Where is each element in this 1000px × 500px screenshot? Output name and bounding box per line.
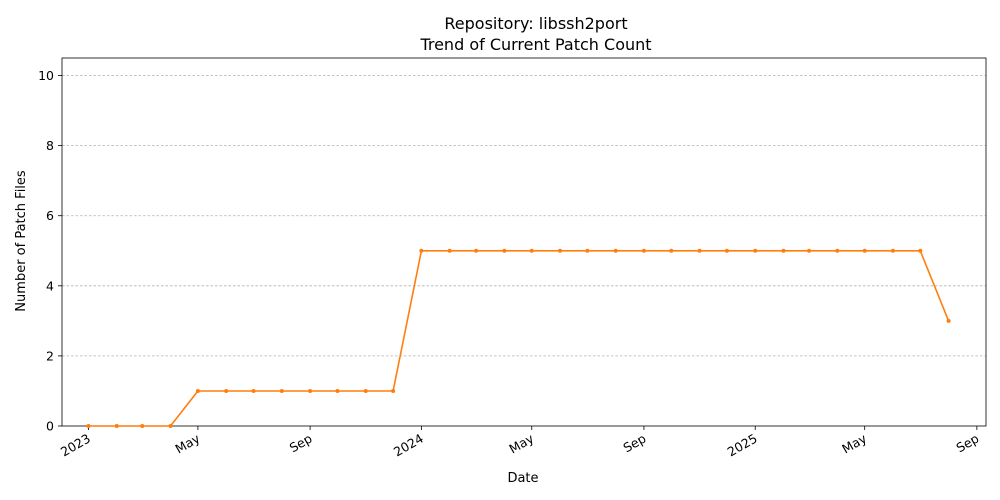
x-tick-label: Sep <box>953 431 981 456</box>
data-point <box>114 424 119 428</box>
x-tick-label: May <box>506 430 536 456</box>
x-tick-label: May <box>173 430 203 456</box>
data-point <box>474 248 479 253</box>
data-point <box>697 248 702 253</box>
data-point <box>195 388 200 393</box>
x-tick-label: Sep <box>287 431 315 456</box>
data-point <box>447 248 452 253</box>
y-tick-label: 10 <box>38 68 54 83</box>
data-point <box>335 388 340 393</box>
data-point <box>363 388 368 393</box>
x-tick-label: 2025 <box>725 431 760 460</box>
data-point <box>279 388 284 393</box>
series-line <box>88 250 950 427</box>
data-point <box>558 248 563 253</box>
data-point <box>946 318 951 323</box>
x-tick-label: 2024 <box>391 431 426 460</box>
data-point <box>641 248 646 253</box>
data-point <box>585 248 590 253</box>
y-axis-label: Number of Patch Files <box>14 170 29 312</box>
series-layer <box>86 248 951 428</box>
data-point <box>669 248 674 253</box>
data-point <box>502 248 507 253</box>
chart-title: Repository: libssh2port <box>444 14 627 33</box>
y-tick-label: 0 <box>46 419 54 434</box>
data-point <box>890 248 895 253</box>
chart-subtitle: Trend of Current Patch Count <box>419 35 651 54</box>
x-tick-label: Sep <box>621 431 649 456</box>
data-point <box>224 388 229 393</box>
data-point <box>391 388 396 393</box>
data-point <box>168 424 173 428</box>
grid-lines <box>62 75 986 357</box>
data-point <box>529 248 534 253</box>
data-point <box>140 424 145 428</box>
data-point <box>862 248 867 253</box>
y-tick-label: 2 <box>46 348 54 363</box>
data-point <box>419 248 424 253</box>
data-point <box>918 248 923 253</box>
y-tick-label: 8 <box>46 138 54 153</box>
data-point <box>308 388 313 393</box>
data-point <box>724 248 729 253</box>
x-tick-label: 2023 <box>58 431 93 460</box>
data-point <box>251 388 256 393</box>
x-tick-label: May <box>839 430 869 456</box>
data-point <box>807 248 812 253</box>
y-tick-label: 6 <box>46 208 54 223</box>
data-point <box>835 248 840 253</box>
axes <box>58 57 987 430</box>
data-point <box>781 248 786 253</box>
x-axis-label: Date <box>507 471 538 486</box>
data-point <box>753 248 758 253</box>
data-point <box>613 248 618 253</box>
y-tick-label: 4 <box>46 278 54 293</box>
tick-labels: 0 2 4 6 8 10 2023 May Sep 2024 May Sep 2025 May Sep <box>38 68 981 459</box>
data-point <box>86 424 91 428</box>
plot-frame <box>61 57 987 427</box>
